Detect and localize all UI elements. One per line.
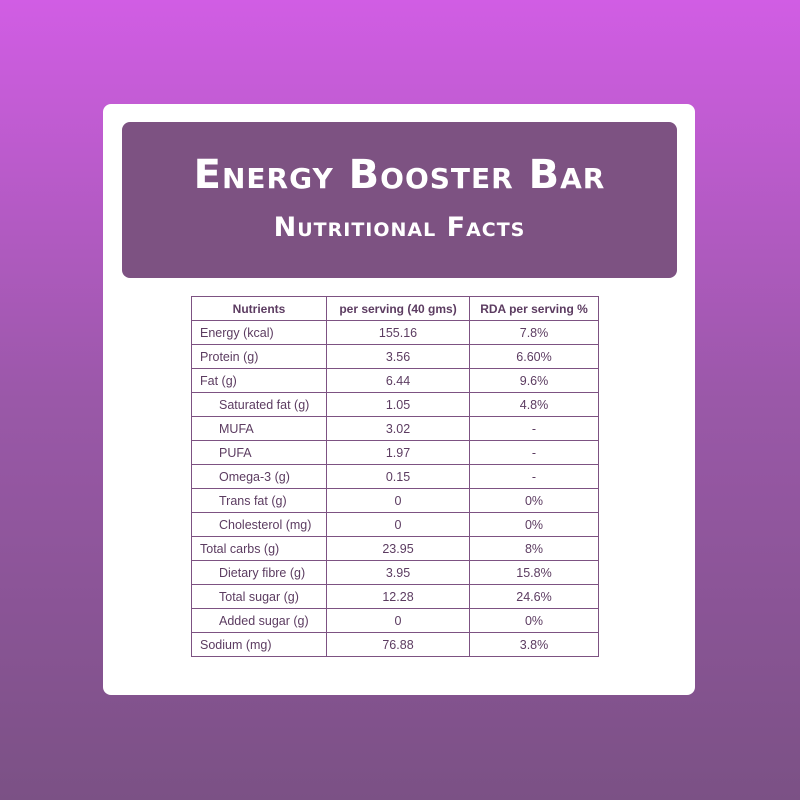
product-title: Energy Booster Bar (193, 152, 606, 198)
rda-cell: 15.8% (469, 560, 599, 585)
per-serving-cell: 3.95 (326, 560, 470, 585)
per-serving-cell: 12.28 (326, 584, 470, 609)
per-serving-cell: 0 (326, 512, 470, 537)
header-banner: Energy Booster Bar Nutritional Facts (122, 122, 677, 278)
nutrient-cell: Omega-3 (g) (191, 464, 327, 489)
table-row: Saturated fat (g) 1.05 4.8% (191, 392, 599, 417)
rda-cell: 9.6% (469, 368, 599, 393)
rda-cell: 0% (469, 608, 599, 633)
nutrient-cell: Protein (g) (191, 344, 327, 369)
rda-cell: 7.8% (469, 320, 599, 345)
nutrient-cell: Energy (kcal) (191, 320, 327, 345)
per-serving-cell: 6.44 (326, 368, 470, 393)
table-row: Trans fat (g) 0 0% (191, 488, 599, 513)
nutrient-cell: Trans fat (g) (191, 488, 327, 513)
nutrient-cell: Saturated fat (g) (191, 392, 327, 417)
rda-cell: 8% (469, 536, 599, 561)
table-row: MUFA 3.02- (191, 416, 599, 441)
rda-cell: 0% (469, 488, 599, 513)
table-row: Protein (g) 3.56 6.60% (191, 344, 599, 369)
per-serving-cell: 0.15 (326, 464, 470, 489)
table-row: Sodium (mg) 76.88 3.8% (191, 632, 599, 657)
rda-cell: 6.60% (469, 344, 599, 369)
table-row: Fat (g) 6.44 9.6% (191, 368, 599, 393)
column-header-nutrients: Nutrients (191, 296, 327, 321)
nutrient-cell: Total sugar (g) (191, 584, 327, 609)
per-serving-cell: 3.56 (326, 344, 470, 369)
table-row: Cholesterol (mg) 0 0% (191, 512, 599, 537)
nutrient-cell: Total carbs (g) (191, 536, 327, 561)
table-header-row: Nutrients per serving (40 gms) RDA per s… (191, 296, 599, 321)
per-serving-cell: 0 (326, 488, 470, 513)
table-row: Added sugar (g) 0 0% (191, 608, 599, 633)
per-serving-cell: 76.88 (326, 632, 470, 657)
per-serving-cell: 155.16 (326, 320, 470, 345)
rda-cell: 24.6% (469, 584, 599, 609)
rda-cell: - (469, 440, 599, 465)
table-row: Energy (kcal) 155.16 7.8% (191, 320, 599, 345)
nutrient-cell: Cholesterol (mg) (191, 512, 327, 537)
rda-cell: 3.8% (469, 632, 599, 657)
subtitle: Nutritional Facts (273, 212, 526, 243)
nutrition-card: Energy Booster Bar Nutritional Facts Nut… (103, 104, 695, 695)
nutrient-cell: Dietary fibre (g) (191, 560, 327, 585)
column-header-per-serving: per serving (40 gms) (326, 296, 470, 321)
nutrient-cell: Fat (g) (191, 368, 327, 393)
table-row: PUFA 1.97- (191, 440, 599, 465)
nutrient-cell: PUFA (191, 440, 327, 465)
table-row: Total sugar (g) 12.28 24.6% (191, 584, 599, 609)
table-row: Dietary fibre (g) 3.95 15.8% (191, 560, 599, 585)
per-serving-cell: 23.95 (326, 536, 470, 561)
nutrient-cell: MUFA (191, 416, 327, 441)
per-serving-cell: 1.97 (326, 440, 470, 465)
table-row: Omega-3 (g) 0.15- (191, 464, 599, 489)
nutrient-cell: Sodium (mg) (191, 632, 327, 657)
column-header-rda: RDA per serving % (469, 296, 599, 321)
rda-cell: - (469, 464, 599, 489)
rda-cell: 0% (469, 512, 599, 537)
nutrition-table: Nutrients per serving (40 gms) RDA per s… (191, 296, 599, 657)
per-serving-cell: 1.05 (326, 392, 470, 417)
per-serving-cell: 0 (326, 608, 470, 633)
per-serving-cell: 3.02 (326, 416, 470, 441)
rda-cell: 4.8% (469, 392, 599, 417)
rda-cell: - (469, 416, 599, 441)
nutrient-cell: Added sugar (g) (191, 608, 327, 633)
table-row: Total carbs (g) 23.95 8% (191, 536, 599, 561)
